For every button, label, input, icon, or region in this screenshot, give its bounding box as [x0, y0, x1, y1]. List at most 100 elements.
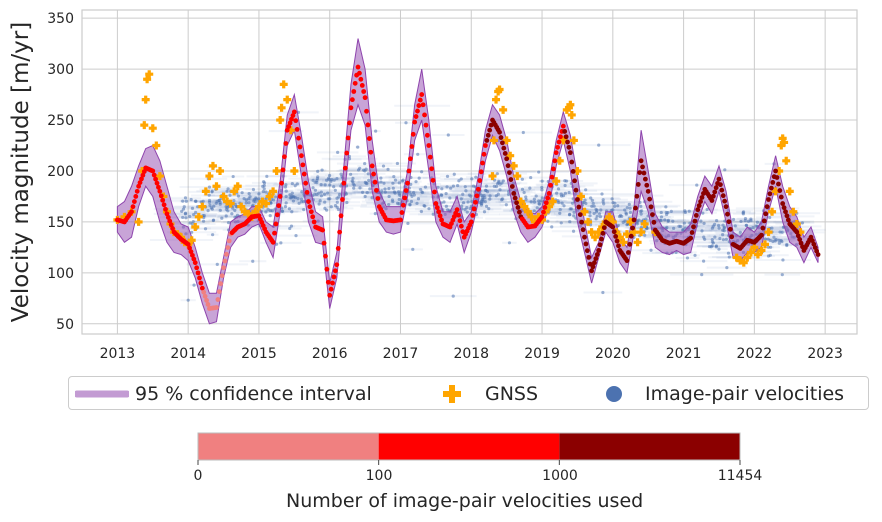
mean-velocity-point: [406, 168, 412, 174]
mean-velocity-point: [320, 227, 326, 233]
mean-velocity-point: [457, 218, 463, 224]
mean-velocity-point: [539, 214, 545, 220]
image-pair-point: [202, 219, 206, 223]
image-pair-point: [269, 201, 273, 205]
mean-velocity-point: [403, 188, 409, 193]
gnss-point: [254, 202, 263, 211]
image-pair-point: [504, 203, 508, 207]
image-pair-point: [710, 226, 715, 230]
x-tick-label: 2023: [807, 346, 843, 362]
mean-velocity-point: [601, 225, 607, 231]
image-pair-point: [707, 245, 712, 249]
image-pair-point: [419, 209, 424, 214]
mean-velocity-point: [563, 134, 569, 140]
image-pair-point: [363, 161, 367, 166]
image-pair-point: [558, 208, 562, 212]
mean-velocity-point: [160, 197, 166, 203]
image-pair-point: [534, 194, 538, 198]
image-pair-point: [521, 130, 525, 135]
image-pair-point: [211, 233, 215, 237]
mean-velocity-point: [651, 219, 657, 225]
gnss-point: [534, 212, 543, 221]
image-pair-point: [683, 210, 687, 214]
image-pair-point: [625, 206, 629, 210]
mean-velocity-point: [556, 139, 562, 145]
image-pair-point: [722, 225, 727, 230]
image-pair-point: [583, 198, 587, 202]
image-pair-point: [588, 210, 592, 214]
mean-velocity-point: [365, 122, 371, 128]
image-pair-point: [780, 230, 784, 234]
mean-velocity-point: [718, 182, 723, 188]
image-pair-point: [777, 241, 781, 245]
mean-velocity-point: [699, 195, 705, 200]
mean-velocity-point: [515, 205, 521, 210]
image-pair-point: [444, 204, 448, 208]
gnss-point: [569, 136, 578, 145]
image-pair-point: [224, 205, 228, 209]
image-pair-point: [379, 176, 383, 180]
mean-velocity-point: [729, 234, 735, 240]
gnss-point: [212, 182, 221, 191]
mean-velocity-point: [165, 215, 171, 220]
image-pair-point: [695, 183, 699, 187]
image-pair-point: [598, 214, 603, 219]
image-pair-point: [546, 219, 550, 223]
image-pair-point: [457, 179, 461, 183]
image-pair-point: [559, 192, 563, 196]
image-pair-point: [319, 183, 323, 187]
gnss-point: [552, 177, 561, 186]
image-pair-point: [406, 221, 410, 226]
gnss-point: [223, 197, 232, 206]
image-pair-point: [488, 194, 492, 198]
mean-velocity-point: [413, 114, 419, 119]
image-pair-point: [468, 206, 472, 211]
mean-velocity-point: [573, 187, 579, 193]
mean-velocity-point: [613, 233, 619, 239]
gnss-point: [739, 258, 748, 267]
mean-velocity-point: [420, 102, 426, 108]
gnss-point: [233, 182, 242, 191]
image-pair-point: [780, 240, 784, 244]
mean-velocity-point: [151, 172, 157, 178]
image-pair-point: [226, 187, 230, 191]
mean-velocity-point: [306, 199, 311, 204]
image-pair-point: [287, 207, 292, 211]
image-pair-point: [189, 197, 193, 202]
image-pair-point: [395, 161, 400, 166]
image-pair-point: [602, 202, 606, 206]
legend-swatch-ci: [75, 390, 129, 398]
mean-velocity-point: [307, 204, 313, 210]
image-pair-point: [721, 232, 725, 237]
image-pair-point: [672, 226, 676, 230]
image-pair-point: [559, 221, 563, 225]
mean-velocity-point: [185, 241, 191, 247]
x-tick-label: 2021: [666, 346, 702, 362]
image-pair-point: [262, 180, 266, 184]
gnss-point: [520, 202, 529, 211]
image-pair-point: [317, 202, 321, 206]
mean-velocity-point: [576, 204, 582, 210]
image-pair-point: [702, 221, 706, 225]
mean-velocity-point: [366, 136, 372, 141]
mean-velocity-point: [345, 135, 351, 141]
mean-velocity-point: [218, 281, 224, 287]
mean-velocity-point: [582, 234, 587, 240]
image-pair-point: [529, 175, 533, 180]
mean-velocity-point: [205, 302, 211, 307]
image-pair-point: [240, 191, 244, 195]
mean-velocity-point: [168, 222, 174, 228]
image-pair-point: [563, 183, 567, 188]
mean-velocity-point: [215, 297, 221, 302]
image-pair-point: [336, 207, 341, 212]
gnss-point: [208, 161, 217, 170]
image-pair-point: [540, 196, 544, 200]
image-pair-point: [335, 200, 339, 204]
colorbar-tick: 0: [193, 468, 203, 484]
gnss-point: [488, 172, 497, 181]
gnss-point: [757, 246, 766, 255]
image-pair-point: [572, 210, 576, 215]
image-pair-point: [404, 121, 408, 125]
mean-velocity-point: [300, 162, 306, 168]
mean-velocity-point: [640, 164, 645, 170]
